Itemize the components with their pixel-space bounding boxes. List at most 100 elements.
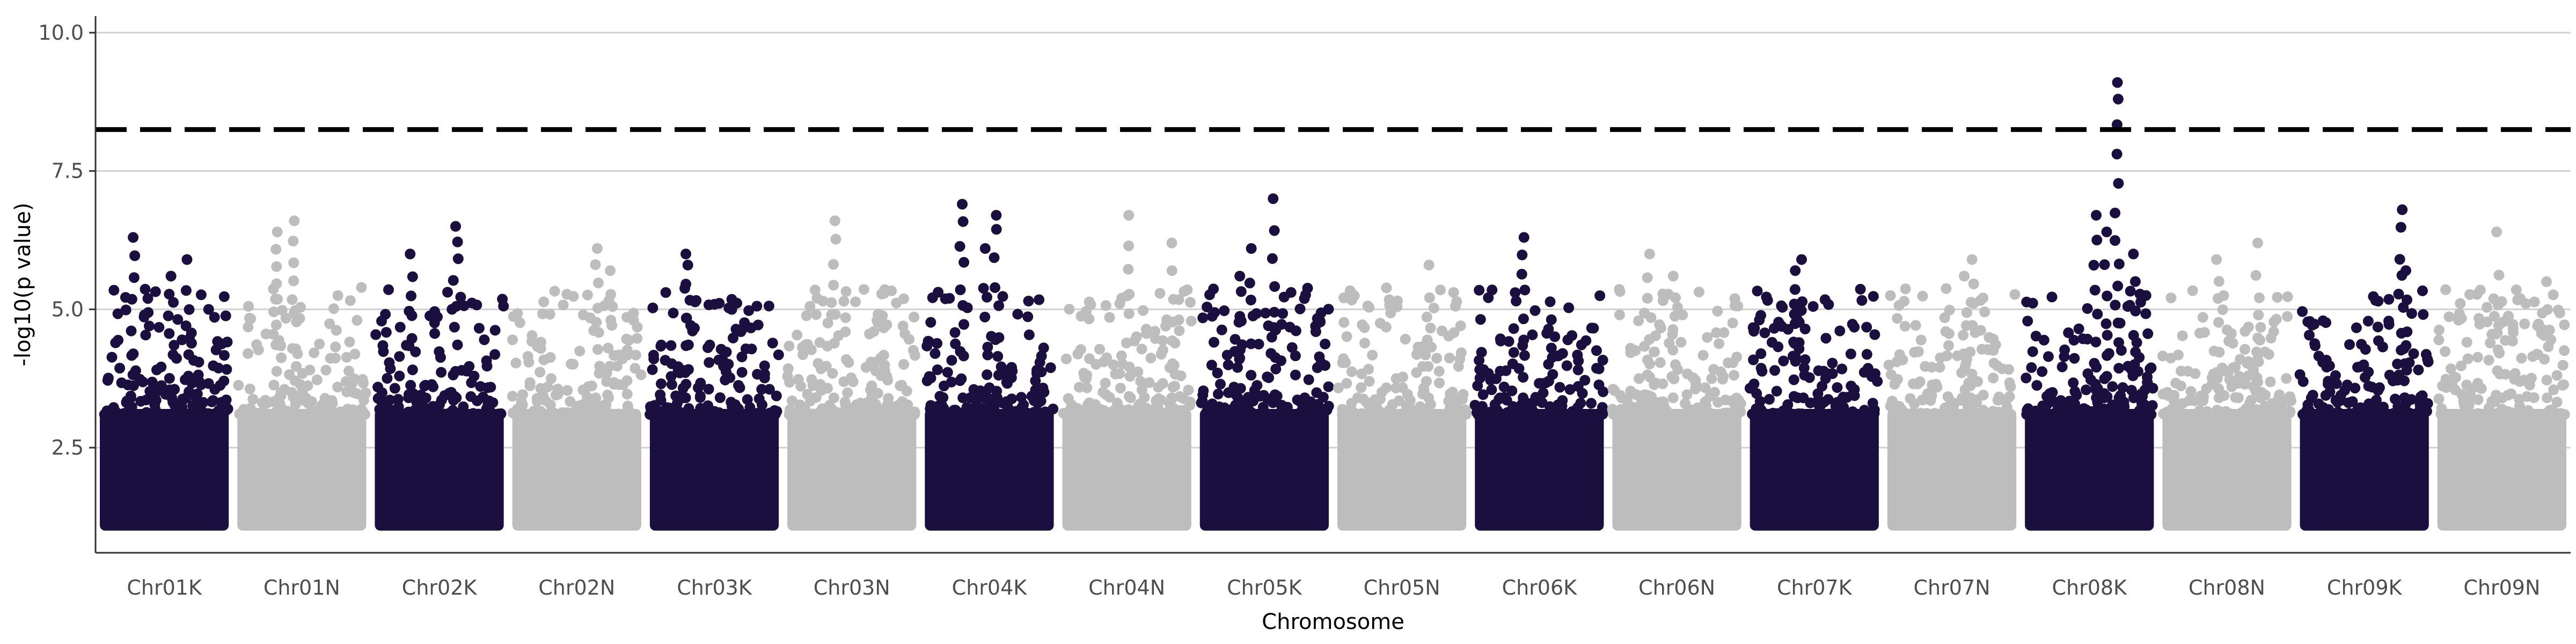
snp-point: [376, 316, 387, 327]
snp-point: [2363, 380, 2374, 392]
snp-point: [1423, 392, 1434, 404]
snp-point: [2199, 327, 2210, 338]
snp-point: [1060, 353, 1072, 364]
snp-point: [1670, 292, 1681, 303]
snp-point: [1197, 312, 1209, 324]
snp-point: [243, 348, 254, 359]
snp-point: [590, 392, 601, 404]
snp-point: [680, 392, 691, 404]
snp-point: [1861, 321, 1872, 333]
snp-point: [603, 342, 614, 354]
snp-point: [358, 394, 369, 406]
snp-point: [2526, 372, 2537, 384]
snp-point: [271, 278, 282, 289]
notable-snp-point: [2112, 77, 2123, 88]
snp-point: [806, 374, 817, 385]
snp-point: [1699, 400, 1710, 411]
snp-point: [1381, 282, 1392, 294]
snp-point: [840, 312, 851, 323]
snp-point: [1246, 392, 1257, 404]
snp-point: [809, 284, 821, 296]
snp-point: [1729, 370, 1739, 381]
notable-snp-point: [1790, 265, 1801, 276]
snp-point: [782, 363, 794, 374]
snp-point: [609, 379, 619, 390]
snp-point: [420, 392, 431, 404]
snp-point: [1700, 382, 1711, 393]
dense-points-band: [1337, 408, 1467, 531]
snp-point: [128, 380, 139, 391]
notable-snp-point: [591, 243, 603, 254]
snp-point: [467, 409, 478, 420]
snp-point: [2179, 408, 2190, 420]
snp-point: [886, 285, 897, 296]
snp-point: [2519, 318, 2530, 330]
snp-point: [1518, 313, 1529, 325]
snp-point: [507, 391, 518, 402]
snp-point: [448, 275, 459, 286]
snp-point: [752, 319, 764, 331]
snp-point: [344, 336, 355, 348]
snp-point: [630, 349, 641, 361]
snp-point: [1527, 329, 1538, 340]
snp-point: [1697, 350, 1709, 361]
snp-point: [2056, 406, 2067, 418]
snp-point: [2335, 390, 2346, 401]
snp-point: [1158, 345, 1168, 356]
snp-point: [1150, 333, 1161, 344]
snp-point: [869, 357, 881, 368]
snp-point: [175, 409, 186, 420]
snp-point: [1845, 348, 1856, 360]
snp-point: [2482, 302, 2493, 313]
snp-point: [1460, 408, 1472, 420]
snp-point: [357, 374, 368, 385]
snp-point: [2022, 405, 2033, 416]
snp-point: [2508, 409, 2520, 420]
snp-point: [2224, 374, 2235, 385]
snp-point: [2548, 384, 2559, 396]
snp-point: [1235, 286, 1247, 297]
snp-point: [939, 380, 949, 392]
x-axis-title: Chromosome: [1262, 610, 1404, 634]
snp-point: [220, 310, 231, 321]
snp-point: [603, 392, 614, 404]
snp-point: [1323, 381, 1334, 392]
snp-point: [891, 297, 902, 309]
snp-point: [1848, 386, 1859, 398]
snp-point: [1667, 392, 1679, 404]
snp-point: [1797, 296, 1808, 308]
snp-point: [1917, 290, 1928, 302]
snp-point: [271, 261, 282, 272]
snp-point: [1270, 363, 1282, 375]
snp-point: [1567, 409, 1578, 420]
snp-point: [1579, 375, 1591, 386]
snp-point: [1930, 379, 1942, 390]
snp-point: [1100, 377, 1111, 389]
snp-point: [114, 363, 126, 374]
snp-point: [1400, 334, 1411, 345]
snp-point: [794, 399, 806, 411]
snp-point: [1384, 404, 1395, 415]
snp-point: [568, 358, 579, 370]
snp-point: [1909, 347, 1920, 358]
snp-point: [1212, 368, 1223, 378]
notable-snp-point: [1246, 243, 1257, 254]
snp-point: [991, 224, 1002, 235]
snp-point: [694, 391, 706, 402]
snp-point: [385, 363, 396, 374]
snp-point: [382, 373, 393, 384]
snp-point: [150, 286, 161, 297]
snp-point: [2362, 316, 2374, 327]
snp-point: [1827, 368, 1838, 379]
snp-point: [167, 349, 179, 360]
snp-point: [1136, 343, 1147, 355]
snp-point: [2089, 284, 2101, 296]
snp-point: [1755, 363, 1767, 374]
snp-point: [549, 286, 560, 297]
snp-point: [2252, 354, 2263, 365]
snp-point: [2512, 294, 2523, 305]
snp-point: [1503, 336, 1514, 347]
snp-point: [489, 325, 501, 336]
snp-point: [1968, 279, 1979, 289]
snp-point: [2030, 405, 2041, 416]
